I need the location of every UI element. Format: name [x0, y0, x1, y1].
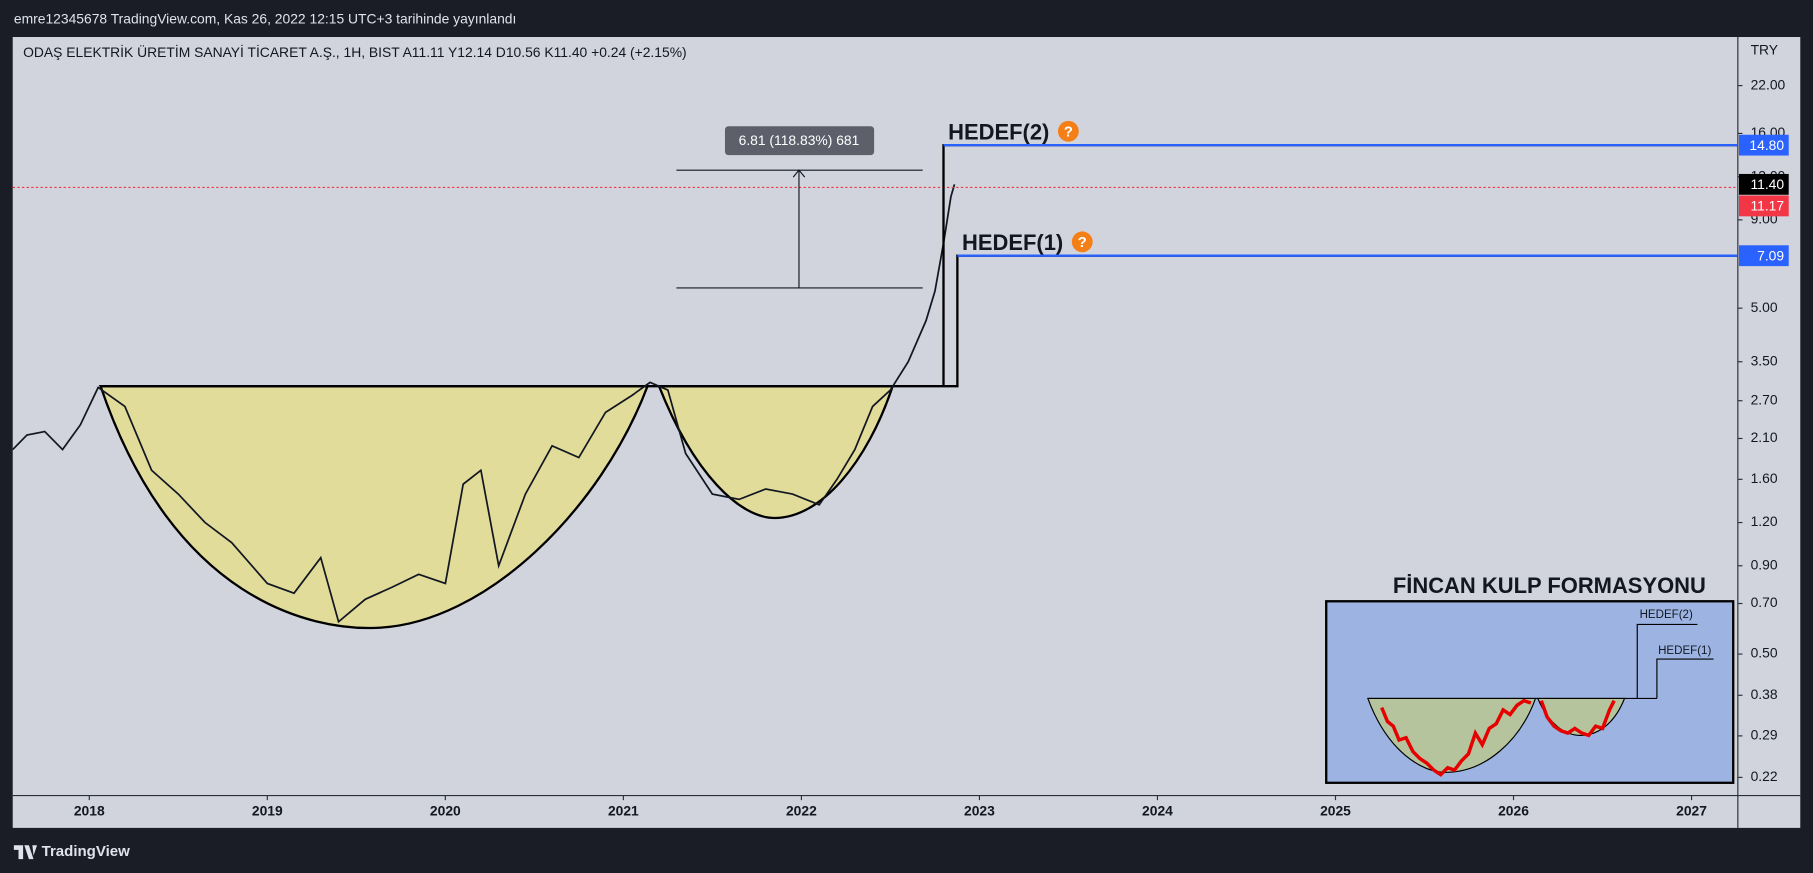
x-tick-label: 2023 [964, 802, 995, 818]
plot: 22.0016.0012.009.005.003.502.702.101.601… [12, 76, 1789, 818]
price-line [12, 184, 956, 624]
y-tick-label: 0.70 [1751, 594, 1778, 610]
y-tick-label: 2.10 [1751, 429, 1778, 445]
help-icon [1071, 231, 1093, 253]
y-tick-label: 0.22 [1751, 768, 1778, 784]
x-tick-label: 2019 [252, 802, 283, 818]
price-label: 11.40 [1750, 176, 1784, 192]
y-tick-label: 0.90 [1751, 556, 1778, 572]
inset-title: FİNCAN KULP FORMASYONU [1393, 573, 1706, 598]
inset-label: HEDEF(1) [1658, 645, 1711, 657]
x-tick-label: 2022 [786, 802, 817, 818]
footer-logo [13, 845, 37, 860]
handle-shape [657, 385, 895, 520]
help-icon-mark: ? [1064, 123, 1073, 140]
legend: ODAŞ ELEKTRİK ÜRETİM SANAYİ TİCARET A.Ş.… [23, 43, 687, 60]
x-tick-label: 2025 [1320, 802, 1351, 818]
cup-shape [98, 385, 650, 630]
y-tick-label: 0.50 [1751, 645, 1778, 661]
y-tick-label: 2.70 [1751, 391, 1778, 407]
inset-price [1380, 698, 1616, 777]
price-label-box [1739, 134, 1789, 156]
target-name: HEDEF(1) [962, 230, 1063, 255]
x-tick-label: 2027 [1676, 802, 1707, 818]
help-icon-mark: ? [1078, 234, 1087, 251]
y-tick-label: 0.38 [1751, 686, 1778, 702]
currency: TRY [1751, 42, 1778, 58]
y-tick-label: 0.29 [1751, 727, 1778, 743]
inset-box [1325, 600, 1735, 784]
measure-arrowhead [792, 169, 806, 178]
price-label: 14.80 [1749, 137, 1784, 153]
measure-box [724, 126, 875, 156]
inset-label: HEDEF(2) [1640, 609, 1693, 621]
y-tick-label: 3.50 [1751, 352, 1778, 368]
target-name: HEDEF(2) [948, 119, 1049, 144]
help-icon [1057, 120, 1079, 142]
y-tick-label: 1.60 [1751, 470, 1778, 486]
y-tick-label: 22.00 [1751, 76, 1786, 92]
price-label: 7.09 [1757, 248, 1784, 264]
price-label-box [1739, 195, 1789, 217]
y-tick-label: 5.00 [1751, 299, 1778, 315]
x-tick-label: 2026 [1498, 802, 1529, 818]
header-text: emre12345678 TradingView.com, Kas 26, 20… [14, 10, 516, 26]
inset-steps [1367, 623, 1714, 699]
price-label-box [1739, 173, 1789, 195]
price-label-box [1739, 245, 1789, 267]
y-tick-label: 1.20 [1751, 513, 1778, 529]
x-tick-label: 2018 [74, 802, 105, 818]
measure-label: 6.81 (118.83%) 681 [739, 132, 860, 148]
x-tick-label: 2024 [1142, 802, 1173, 818]
x-tick-label: 2020 [430, 802, 461, 818]
x-tick-label: 2021 [608, 802, 639, 818]
price-label: 11.17 [1750, 198, 1784, 214]
footer-brand: TradingView [42, 843, 130, 860]
